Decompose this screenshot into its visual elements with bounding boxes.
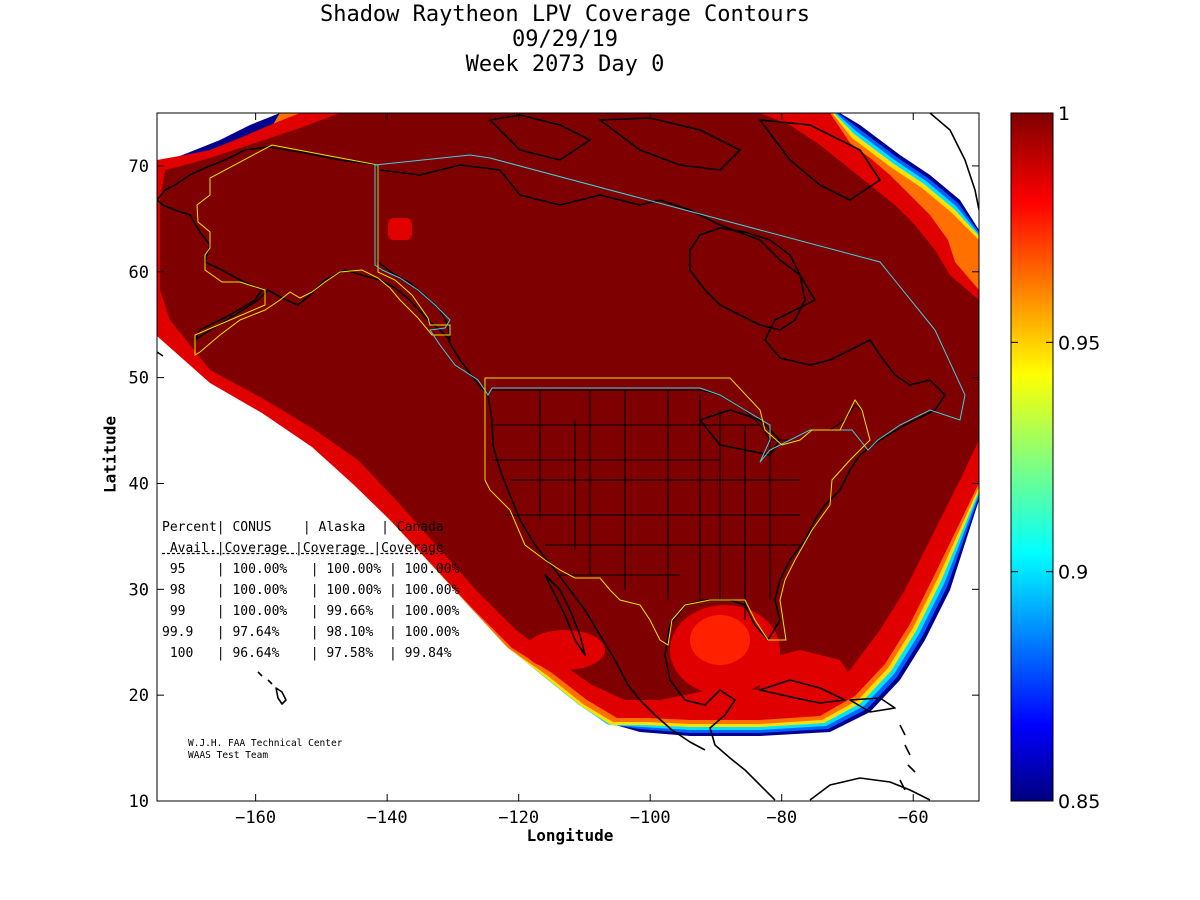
service-boundaries <box>194 144 966 646</box>
canada-service-boundary <box>374 154 966 463</box>
plot-frame <box>156 112 980 802</box>
antilles <box>899 724 916 791</box>
y-tick-label: 10 <box>129 792 149 812</box>
hudson-bay-coastline <box>689 227 806 331</box>
table-row: 100 | 96.64% | 97.58% | 99.84% <box>162 646 452 661</box>
table-row: 99.9 | 97.64% | 98.10% | 100.00% <box>162 625 460 640</box>
conus-service-boundary <box>484 377 871 646</box>
table-row: 98 | 100.00% | 100.00% | 100.00% <box>162 583 460 598</box>
state-grid-horizontal <box>492 424 800 576</box>
y-tick-label: 60 <box>129 263 149 283</box>
coastlines <box>157 113 979 801</box>
yukon-degradation <box>388 218 412 240</box>
contour-band-1.0 <box>160 113 979 700</box>
gulf-degradation-inner <box>690 615 750 665</box>
x-tick-label: −140 <box>367 808 408 828</box>
colorbar-tick-label: 0.9 <box>1058 562 1088 584</box>
x-axis: −160 −140 −120 −100 −80 −60 <box>235 113 929 828</box>
colorbar-tick-label: 0.85 <box>1058 791 1100 813</box>
colorbar-axis: 0.85 0.9 0.95 1 <box>1011 103 1100 813</box>
table-row: 99 | 100.00% | 99.66% | 100.00% <box>162 604 460 619</box>
canada-arctic-coastline <box>379 164 946 801</box>
y-axis-label: Latitude <box>100 415 120 494</box>
x-tick-label: −160 <box>235 808 276 828</box>
caribbean-degradation <box>760 650 860 705</box>
x-tick-label: −100 <box>630 808 671 828</box>
y-tick-label: 30 <box>129 580 149 600</box>
chart-week-day: Week 2073 Day 0 <box>465 52 665 77</box>
alaska-coastline <box>157 146 451 341</box>
credit-line-2: WAAS Test Team <box>188 750 269 761</box>
hispaniola-coastline <box>849 697 896 713</box>
x-tick-label: −120 <box>498 808 539 828</box>
credits: W.J.H. FAA Technical Center WAAS Test Te… <box>188 738 342 762</box>
greenland-coastline <box>929 113 979 211</box>
arctic-islands-1 <box>489 114 591 161</box>
chart-date: 09/29/19 <box>512 27 618 52</box>
x-tick-label: −60 <box>898 808 929 828</box>
colorbar <box>1010 112 1054 802</box>
arctic-islands-2 <box>599 117 741 171</box>
table-header-row-1: Percent| CONUS | Alaska | Canada <box>162 520 444 535</box>
arctic-islands-3 <box>759 119 881 201</box>
coverage-map <box>157 113 979 801</box>
state-grid-vertical <box>539 390 771 620</box>
y-tick-label: 40 <box>129 474 149 494</box>
west-coastline <box>447 339 706 751</box>
credit-line-1: W.J.H. FAA Technical Center <box>188 738 343 749</box>
alaska-service-boundary <box>194 144 451 356</box>
south-america-coastline <box>809 777 931 801</box>
baja-coastline <box>544 574 586 656</box>
cuba-coastline <box>759 679 846 704</box>
aleutian-islands <box>157 351 164 357</box>
x-tick-label: −80 <box>766 808 797 828</box>
y-axis: 10 20 30 40 50 60 70 <box>129 157 979 812</box>
colorbar-tick-label: 0.95 <box>1058 332 1100 354</box>
table-header-row-2: Avail.|Coverage |Coverage |Coverage <box>162 541 444 556</box>
x-axis-label: Longitude <box>526 826 614 845</box>
hawaii-islands <box>257 671 287 705</box>
y-tick-label: 70 <box>129 157 149 177</box>
baja-degradation <box>525 630 605 670</box>
table-row: 95 | 100.00% | 100.00% | 100.00% <box>162 562 460 577</box>
colorbar-tick-label: 1 <box>1058 103 1070 125</box>
chart-title: Shadow Raytheon LPV Coverage Contours <box>319 2 811 27</box>
y-tick-label: 50 <box>129 369 149 389</box>
coverage-table: Percent| CONUS | Alaska | Canada Avail.|… <box>162 517 459 664</box>
y-tick-label: 20 <box>129 686 149 706</box>
